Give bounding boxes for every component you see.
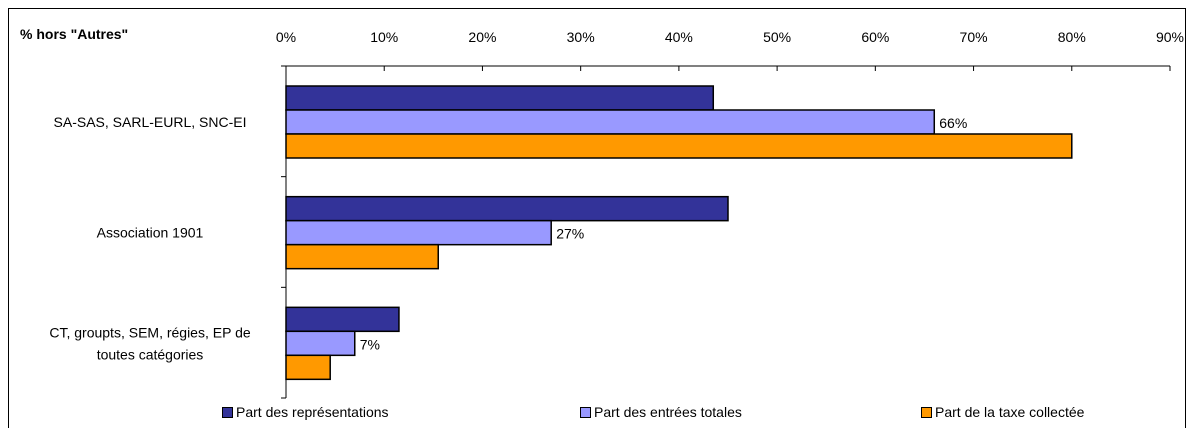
bar — [285, 243, 439, 270]
x-tick-label: 50% — [763, 29, 791, 45]
bar — [285, 85, 715, 111]
legend-label-entrees: Part des entrées totales — [594, 404, 742, 420]
x-tick-label: 0% — [276, 29, 296, 45]
x-tick-label: 10% — [370, 29, 398, 45]
bar — [285, 109, 936, 135]
chart-frame — [8, 8, 1186, 428]
legend-swatch-taxe — [921, 406, 932, 418]
legend-swatch-entrees — [580, 406, 591, 418]
x-tick-label: 30% — [567, 29, 595, 45]
data-label: 7% — [360, 336, 380, 352]
legend-item-taxe: Part de la taxe collectée — [921, 404, 1084, 420]
x-tick-label: 60% — [861, 29, 889, 45]
bar — [285, 195, 729, 222]
legend-label-taxe: Part de la taxe collectée — [935, 404, 1085, 420]
legend-item-entrees: Part des entrées totales — [580, 404, 742, 420]
legend-label-representations: Part des représentations — [236, 404, 389, 420]
x-tick-label: 70% — [960, 29, 988, 45]
chart-corner-label: % hors "Autres" — [20, 26, 129, 42]
bar — [285, 219, 552, 246]
bar — [285, 330, 356, 357]
data-label: 27% — [556, 226, 584, 242]
bar — [285, 306, 400, 333]
bar — [285, 354, 331, 381]
bar — [285, 133, 1073, 159]
x-tick-label: 90% — [1156, 29, 1184, 45]
category-label: toutes catégories — [97, 346, 204, 362]
data-label: 66% — [939, 115, 967, 131]
category-label: CT, groupts, SEM, régies, EP de — [49, 324, 250, 340]
x-tick-label: 20% — [468, 29, 496, 45]
legend-swatch-representations — [222, 406, 233, 418]
x-tick-label: 80% — [1058, 29, 1086, 45]
category-label: Association 1901 — [97, 225, 204, 241]
x-tick-label: 40% — [665, 29, 693, 45]
category-label: SA-SAS, SARL-EURL, SNC-EI — [54, 114, 247, 130]
legend-item-representations: Part des représentations — [222, 404, 389, 420]
